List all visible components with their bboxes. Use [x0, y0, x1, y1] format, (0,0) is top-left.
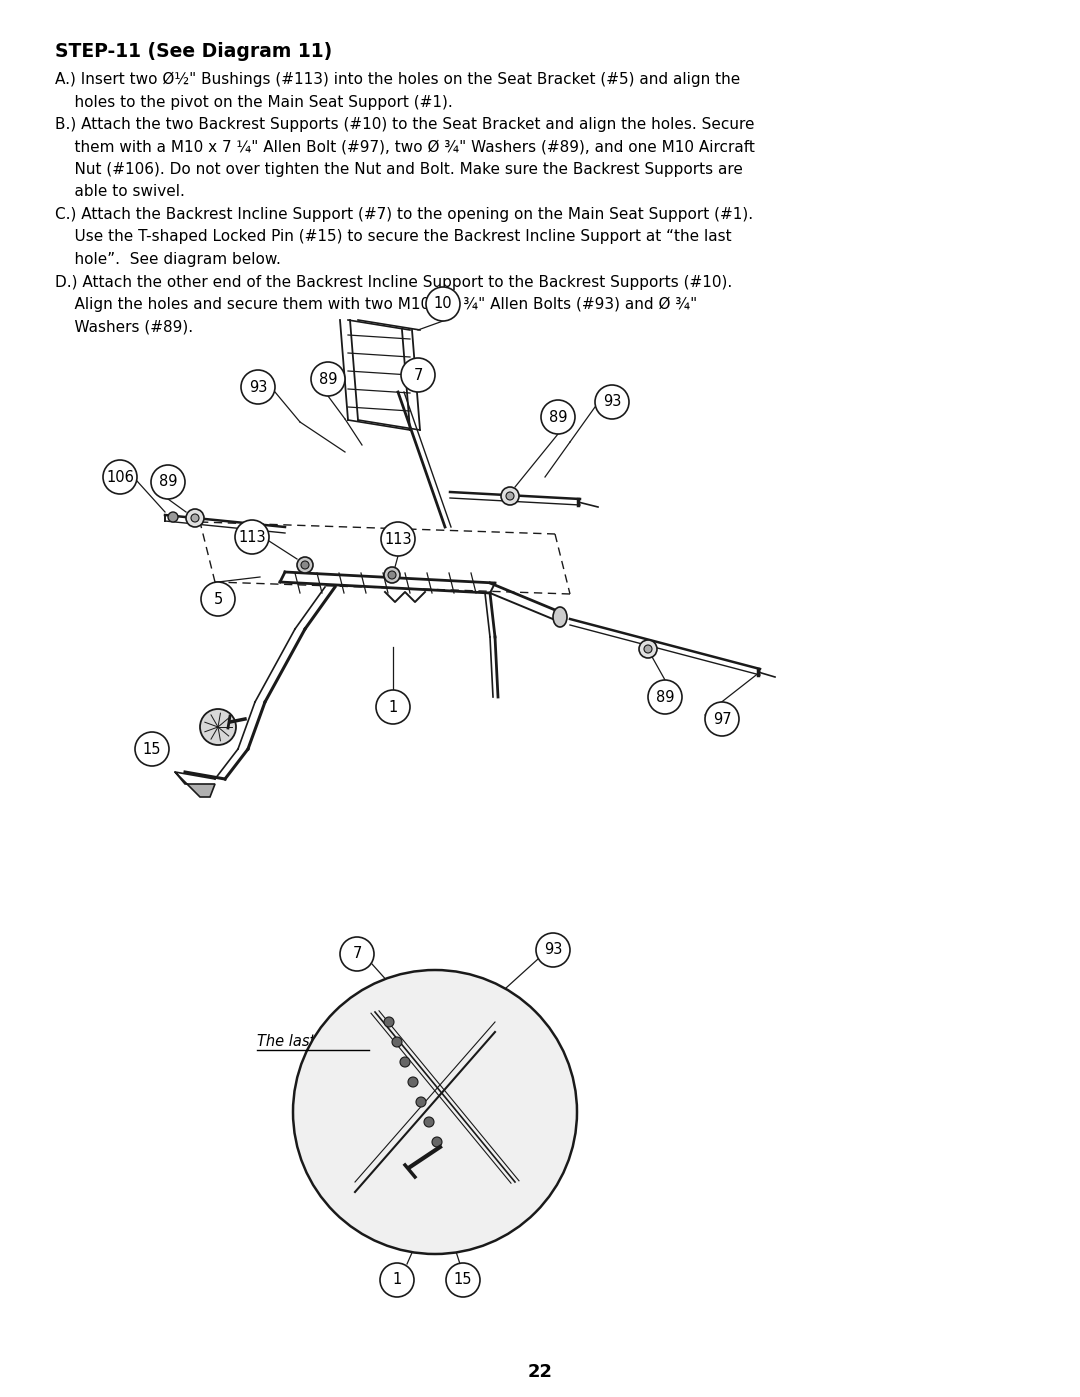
Circle shape [301, 562, 309, 569]
Text: Align the holes and secure them with two M10 x 1 ¾" Allen Bolts (#93) and Ø ¾": Align the holes and secure them with two… [55, 298, 698, 313]
Text: B.) Attach the two Backrest Supports (#10) to the Seat Bracket and align the hol: B.) Attach the two Backrest Supports (#1… [55, 117, 755, 131]
Text: 15: 15 [454, 1273, 472, 1288]
Circle shape [705, 703, 739, 736]
Text: 1: 1 [389, 700, 397, 714]
Text: A.) Insert two Ø½" Bushings (#113) into the holes on the Seat Bracket (#5) and a: A.) Insert two Ø½" Bushings (#113) into … [55, 73, 740, 87]
Circle shape [201, 583, 235, 616]
Text: 89: 89 [159, 475, 177, 489]
Text: Washers (#89).: Washers (#89). [55, 320, 193, 334]
Circle shape [186, 509, 204, 527]
Circle shape [507, 492, 514, 500]
Circle shape [639, 640, 657, 658]
Circle shape [311, 362, 345, 395]
Circle shape [446, 1263, 480, 1296]
Text: 113: 113 [384, 531, 411, 546]
Circle shape [384, 567, 400, 583]
Circle shape [401, 358, 435, 393]
Circle shape [293, 970, 577, 1255]
Circle shape [381, 522, 415, 556]
Text: 93: 93 [248, 380, 267, 394]
Circle shape [595, 386, 629, 419]
Circle shape [432, 1137, 442, 1147]
Text: 89: 89 [656, 690, 674, 704]
Text: able to swivel.: able to swivel. [55, 184, 185, 200]
Text: 1: 1 [392, 1273, 402, 1288]
Text: 93: 93 [603, 394, 621, 409]
Text: D.) Attach the other end of the Backrest Incline Support to the Backrest Support: D.) Attach the other end of the Backrest… [55, 274, 732, 289]
Circle shape [191, 514, 199, 522]
Circle shape [424, 1118, 434, 1127]
Circle shape [644, 645, 652, 652]
Text: C.) Attach the Backrest Incline Support (#7) to the opening on the Main Seat Sup: C.) Attach the Backrest Incline Support … [55, 207, 753, 222]
Circle shape [408, 1077, 418, 1087]
Circle shape [541, 400, 575, 434]
Circle shape [241, 370, 275, 404]
Circle shape [388, 571, 396, 578]
Circle shape [648, 680, 681, 714]
Text: Nut (#106). Do not over tighten the Nut and Bolt. Make sure the Backrest Support: Nut (#106). Do not over tighten the Nut … [55, 162, 743, 177]
Circle shape [168, 511, 178, 522]
Circle shape [380, 1263, 414, 1296]
Circle shape [297, 557, 313, 573]
Circle shape [400, 1058, 410, 1067]
Circle shape [416, 1097, 426, 1106]
Text: holes to the pivot on the Main Seat Support (#1).: holes to the pivot on the Main Seat Supp… [55, 95, 453, 109]
Text: 106: 106 [106, 469, 134, 485]
Text: 93: 93 [544, 943, 563, 957]
Text: 89: 89 [319, 372, 337, 387]
Text: 89: 89 [549, 409, 567, 425]
Circle shape [235, 520, 269, 555]
Text: 22: 22 [527, 1363, 553, 1382]
Text: The last hole: The last hole [257, 1035, 351, 1049]
Text: them with a M10 x 7 ¼" Allen Bolt (#97), two Ø ¾" Washers (#89), and one M10 Air: them with a M10 x 7 ¼" Allen Bolt (#97),… [55, 140, 755, 155]
Circle shape [392, 1037, 402, 1046]
Circle shape [426, 286, 460, 321]
Circle shape [384, 1017, 394, 1027]
Circle shape [135, 732, 168, 766]
Text: 10: 10 [434, 296, 453, 312]
Circle shape [376, 690, 410, 724]
Text: hole”.  See diagram below.: hole”. See diagram below. [55, 251, 281, 267]
Polygon shape [175, 773, 215, 798]
Text: STEP-11 (See Diagram 11): STEP-11 (See Diagram 11) [55, 42, 333, 61]
Circle shape [151, 465, 185, 499]
Text: 5: 5 [214, 591, 222, 606]
Circle shape [340, 937, 374, 971]
Text: 15: 15 [143, 742, 161, 757]
Text: 113: 113 [239, 529, 266, 545]
Circle shape [200, 710, 237, 745]
Text: 7: 7 [352, 947, 362, 961]
Ellipse shape [553, 608, 567, 627]
Circle shape [536, 933, 570, 967]
Text: 7: 7 [414, 367, 422, 383]
Text: Use the T-shaped Locked Pin (#15) to secure the Backrest Incline Support at “the: Use the T-shaped Locked Pin (#15) to sec… [55, 229, 731, 244]
Text: 97: 97 [713, 711, 731, 726]
Circle shape [103, 460, 137, 495]
Circle shape [501, 488, 519, 504]
